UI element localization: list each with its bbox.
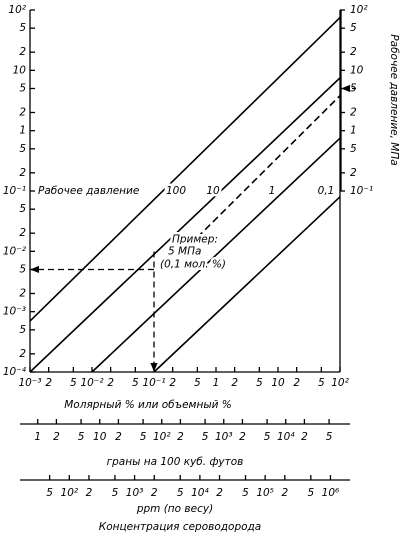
secondary-tick-label: 10³ bbox=[215, 431, 233, 443]
pressure-line bbox=[91, 137, 341, 373]
secondary-tick-label: 5 bbox=[78, 431, 85, 443]
series-label: 100 bbox=[166, 185, 186, 197]
series-label-title: Рабочее давление bbox=[38, 185, 139, 197]
x-tick-label: 5 bbox=[256, 377, 263, 389]
secondary-tick-label: 10² bbox=[61, 487, 79, 499]
y-tick-label: 5 bbox=[19, 22, 26, 34]
x-tick-label: 10 bbox=[271, 377, 285, 389]
y-tick-label: 5 bbox=[19, 263, 26, 275]
secondary-tick-label: 2 bbox=[115, 431, 122, 443]
secondary-tick-label: 5 bbox=[326, 431, 333, 443]
secondary-tick-label: 2 bbox=[239, 431, 246, 443]
secondary-tick-label: 10⁴ bbox=[277, 431, 295, 443]
x-tick-label: 1 bbox=[213, 377, 220, 389]
y-tick-label: 2 bbox=[19, 167, 26, 179]
y2-tick-label: 10 bbox=[350, 64, 364, 76]
y2-tick-label: 2 bbox=[350, 167, 357, 179]
y-tick-label: 5 bbox=[19, 143, 26, 155]
secondary-tick-label: 10⁴ bbox=[191, 487, 209, 499]
y-tick-label: 10⁻² bbox=[3, 245, 27, 257]
y-tick-label: 10⁻¹ bbox=[3, 185, 26, 197]
y2-axis-title: Рабочее давление, МПа bbox=[388, 34, 400, 165]
secondary-tick-label: 5 bbox=[46, 487, 53, 499]
x-tick-label: 5 bbox=[318, 377, 325, 389]
secondary-tick-label: 5 bbox=[140, 431, 147, 443]
y-tick-label: 10 bbox=[13, 64, 27, 76]
secondary-tick-label: 2 bbox=[151, 487, 158, 499]
y-tick-label: 2 bbox=[19, 288, 26, 300]
y-tick-label: 10² bbox=[8, 4, 26, 16]
pressure-line bbox=[29, 77, 341, 373]
secondary-tick-label: 5 bbox=[264, 431, 271, 443]
x-tick-label: 2 bbox=[45, 377, 52, 389]
x-tick-label: 5 bbox=[194, 377, 201, 389]
y2-tick-label: 5 bbox=[350, 143, 357, 155]
y2-tick-label: 10² bbox=[350, 4, 368, 16]
y-tick-label: 5 bbox=[19, 82, 26, 94]
x-tick-label: 2 bbox=[169, 377, 176, 389]
secondary-tick-label: 10² bbox=[153, 431, 171, 443]
y-tick-label: 10⁻³ bbox=[3, 306, 26, 318]
secondary-axis-title: граны на 100 куб. футов bbox=[107, 456, 244, 468]
secondary-tick-label: 2 bbox=[177, 431, 184, 443]
y2-tick-label: 10⁻¹ bbox=[350, 185, 373, 197]
secondary-tick-label: 1 bbox=[34, 431, 41, 443]
secondary-tick-label: 10³ bbox=[126, 487, 144, 499]
y2-tick-label: 1 bbox=[350, 125, 357, 137]
x-tick-label: 2 bbox=[293, 377, 300, 389]
secondary-tick-label: 5 bbox=[202, 431, 209, 443]
y-tick-label: 5 bbox=[19, 203, 26, 215]
secondary-tick-label: 5 bbox=[177, 487, 184, 499]
secondary-tick-label: 5 bbox=[112, 487, 119, 499]
secondary-tick-label: 2 bbox=[216, 487, 223, 499]
example-title: Пример: bbox=[172, 233, 218, 245]
x-tick-label: 2 bbox=[231, 377, 238, 389]
secondary-tick-label: 5 bbox=[307, 487, 314, 499]
x-tick-label: 10⁻¹ bbox=[142, 377, 165, 389]
y-tick-label: 2 bbox=[19, 348, 26, 360]
series-label: 0,1 bbox=[318, 185, 335, 197]
y2-tick-label: 2 bbox=[350, 46, 357, 58]
pressure-line bbox=[153, 196, 341, 373]
secondary-tick-label: 10 bbox=[93, 431, 107, 443]
dashed-line bbox=[196, 95, 341, 238]
secondary-tick-label: 10⁵ bbox=[256, 487, 274, 499]
example-concentration-label: (0,1 мол. %) bbox=[160, 258, 226, 270]
x-tick-label: 10² bbox=[331, 377, 349, 389]
y-tick-label: 2 bbox=[19, 46, 26, 58]
y-tick-label: 5 bbox=[19, 324, 26, 336]
secondary-tick-label: 5 bbox=[242, 487, 249, 499]
x-tick-label: 5 bbox=[70, 377, 77, 389]
y-tick-label: 2 bbox=[19, 107, 26, 119]
secondary-axis-title: ppm (по весу) bbox=[136, 503, 213, 515]
secondary-tick-label: 2 bbox=[301, 431, 308, 443]
series-label: 10 bbox=[206, 185, 220, 197]
x-tick-label: 10⁻³ bbox=[18, 377, 41, 389]
y2-tick-label: 5 bbox=[350, 22, 357, 34]
y-tick-label: 1 bbox=[19, 125, 26, 137]
secondary-tick-label: 2 bbox=[281, 487, 288, 499]
x-tick-label: 2 bbox=[107, 377, 114, 389]
y2-tick-label: 2 bbox=[350, 107, 357, 119]
secondary-tick-label: 10⁶ bbox=[322, 487, 340, 499]
secondary-tick-label: 2 bbox=[53, 431, 60, 443]
x-axis-title: Молярный % или объемный % bbox=[64, 399, 232, 411]
y-tick-label: 10⁻⁴ bbox=[3, 366, 27, 378]
x-tick-label: 5 bbox=[132, 377, 139, 389]
pressure-line bbox=[29, 16, 341, 322]
example-pressure-label: 5 МПа bbox=[168, 245, 201, 257]
secondary-tick-label: 2 bbox=[86, 487, 93, 499]
x-tick-label: 10⁻² bbox=[80, 377, 104, 389]
caption: Концентрация сероводорода bbox=[99, 521, 261, 533]
y-tick-label: 2 bbox=[19, 227, 26, 239]
series-label: 1 bbox=[269, 185, 276, 197]
